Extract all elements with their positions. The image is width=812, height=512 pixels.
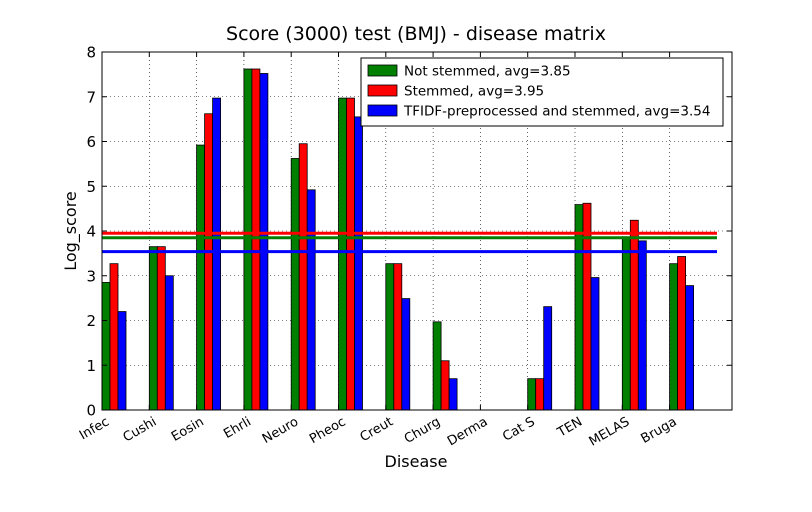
chart-title: Score (3000) test (BMJ) - disease matrix (226, 23, 606, 45)
bar (535, 378, 545, 411)
legend-box (360, 57, 724, 127)
bar (196, 144, 206, 411)
bar (527, 378, 537, 411)
bar (338, 97, 347, 411)
bar (401, 298, 411, 411)
y-tick-label: 7 (86, 88, 96, 106)
bar (637, 240, 647, 411)
legend-swatch (367, 64, 398, 77)
bar (685, 285, 694, 411)
bar (354, 116, 363, 411)
legend: Not stemmed, avg=3.85 Stemmed, avg=3.95 TF… (360, 57, 724, 127)
bar (298, 143, 308, 411)
bar (543, 306, 553, 411)
bar (629, 219, 639, 411)
bar (259, 73, 269, 411)
legend-swatch (367, 104, 398, 117)
bar (385, 263, 395, 411)
bar (164, 275, 174, 411)
y-tick-label: 8 (86, 44, 96, 62)
bar (590, 277, 600, 411)
bar (393, 263, 403, 411)
average-lines (102, 231, 717, 254)
y-axis-ticks: 0 1 2 3 4 5 6 7 8 (86, 44, 732, 420)
y-tick-label: 0 (86, 402, 96, 420)
x-axis-label: Disease (385, 452, 448, 471)
bar (677, 256, 686, 411)
bar (669, 263, 678, 411)
y-axis-label: Log_score (61, 191, 81, 271)
bar (101, 282, 111, 411)
bar (440, 360, 450, 411)
bar (117, 311, 127, 411)
y-tick-label: 1 (86, 357, 96, 375)
bar (204, 113, 214, 411)
bar (156, 246, 166, 411)
bar (574, 204, 584, 411)
bar (306, 189, 316, 411)
y-tick-label: 3 (86, 267, 96, 285)
bar (432, 321, 442, 411)
bar (243, 68, 253, 411)
y-tick-label: 4 (86, 223, 96, 241)
y-tick-label: 2 (86, 312, 96, 330)
bar (621, 236, 631, 411)
bar (290, 158, 300, 411)
legend-label: Stemmed, avg=3.95 (404, 84, 544, 100)
bar (109, 263, 119, 411)
bar (346, 97, 355, 411)
y-tick-label: 6 (86, 133, 96, 151)
bar (251, 68, 261, 411)
bar (448, 378, 458, 411)
bar (212, 97, 222, 411)
bar (148, 246, 158, 411)
y-tick-label: 5 (86, 178, 96, 196)
bars (101, 68, 694, 411)
legend-swatch (367, 84, 398, 97)
legend-label: Not stemmed, avg=3.85 (404, 64, 571, 80)
legend-label: TFIDF-preprocessed and stemmed, avg=3.54 (403, 104, 710, 120)
